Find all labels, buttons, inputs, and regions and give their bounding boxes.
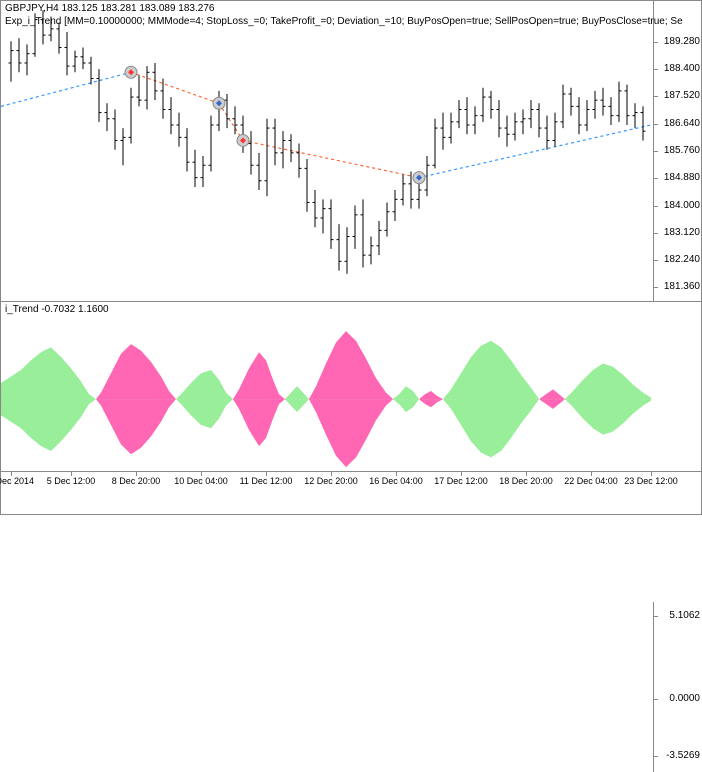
indicator-area <box>233 399 285 446</box>
x-label: 4 Dec 2014 <box>0 476 34 487</box>
y-label: 184.880 <box>664 172 700 183</box>
indicator-title: i_Trend -0.7032 1.1600 <box>5 304 109 315</box>
y-tick <box>654 151 658 152</box>
trend-line <box>131 72 219 103</box>
y-tick <box>654 124 658 125</box>
price-panel: GBPJPY,H4 183.125 183.281 183.089 183.27… <box>1 1 702 301</box>
price-svg <box>1 1 653 301</box>
trend-line <box>419 125 651 178</box>
indicator-area <box>1 347 96 399</box>
y-tick <box>654 287 658 288</box>
x-label: 10 Dec 04:00 <box>174 476 228 487</box>
y-tick <box>654 233 658 234</box>
indicator-plot-area[interactable]: i_Trend -0.7032 1.1600 <box>1 302 653 472</box>
indicator-area <box>285 386 309 399</box>
y-tick <box>654 69 658 70</box>
price-plot-area[interactable]: GBPJPY,H4 183.125 183.281 183.089 183.27… <box>1 1 653 301</box>
y-tick <box>654 206 658 207</box>
y-label: 188.400 <box>664 63 700 74</box>
indicator-area <box>419 399 443 407</box>
indicator-area <box>419 391 443 399</box>
trend-line <box>219 103 243 140</box>
x-label: 11 Dec 12:00 <box>240 476 293 487</box>
indicator-panel: i_Trend -0.7032 1.1600 5.10620.0000-3.52… <box>1 301 702 471</box>
x-label: 16 Dec 04:00 <box>369 476 423 487</box>
y-tick <box>654 260 658 261</box>
indicator-area <box>443 399 539 457</box>
y-label: 0.0000 <box>669 693 700 704</box>
expert-advisor-text: Exp_i_Trend [MM=0.10000000; MMMode=4; St… <box>5 16 683 27</box>
y-label: 187.520 <box>664 90 700 101</box>
x-label: 8 Dec 20:00 <box>112 476 161 487</box>
indicator-svg <box>1 302 653 472</box>
indicator-area <box>96 399 176 454</box>
indicator-area <box>309 399 393 467</box>
y-tick <box>654 616 658 617</box>
indicator-area <box>176 399 233 428</box>
y-tick <box>654 178 658 179</box>
trend-line <box>1 72 131 106</box>
symbol-title: GBPJPY,H4 183.125 183.281 183.089 183.27… <box>5 3 214 14</box>
y-label: 5.1062 <box>669 610 700 621</box>
chart-container: GBPJPY,H4 183.125 183.281 183.089 183.27… <box>0 0 702 515</box>
indicator-area <box>565 364 651 400</box>
indicator-area <box>539 389 565 399</box>
x-label: 5 Dec 12:00 <box>47 476 96 487</box>
trend-line <box>243 140 419 177</box>
time-axis: 4 Dec 2014 5 Dec 12:00 8 Dec 20:00 10 Dec 0… <box>1 471 702 515</box>
y-tick <box>654 699 658 700</box>
symbol-timeframe: GBPJPY,H4 <box>5 3 59 14</box>
indicator-area <box>1 399 96 451</box>
indicator-area <box>539 399 565 409</box>
y-label: 181.360 <box>664 281 700 292</box>
y-label: 186.640 <box>664 118 700 129</box>
x-label: 23 Dec 12:00 <box>624 476 678 487</box>
x-label: 12 Dec 20:00 <box>304 476 358 487</box>
y-tick <box>654 96 658 97</box>
indicator-area <box>565 399 651 435</box>
indicator-area <box>309 331 393 399</box>
x-label: 18 Dec 20:00 <box>499 476 553 487</box>
price-y-axis: 189.280 188.400 187.520 186.640 185.760 184.8… <box>653 1 702 301</box>
x-label: 22 Dec 04:00 <box>564 476 618 487</box>
indicator-area <box>96 344 176 399</box>
indicator-area <box>393 386 419 399</box>
indicator-area <box>233 352 285 399</box>
y-tick <box>654 756 658 757</box>
y-tick <box>654 42 658 43</box>
y-label: 184.000 <box>664 200 700 211</box>
indicator-area <box>285 399 309 412</box>
y-label: -3.5269 <box>666 750 700 761</box>
y-label: 182.240 <box>664 254 700 265</box>
indicator-area <box>443 341 539 399</box>
indicator-area <box>176 370 233 399</box>
x-label: 17 Dec 12:00 <box>434 476 488 487</box>
y-label: 183.120 <box>664 227 700 238</box>
indicator-area <box>393 399 419 412</box>
y-label: 185.760 <box>664 145 700 156</box>
ohlc-values: 183.125 183.281 183.089 183.276 <box>62 3 215 14</box>
indicator-y-axis: 5.1062 0.0000 -3.5269 <box>653 602 702 772</box>
y-label: 189.280 <box>664 36 700 47</box>
